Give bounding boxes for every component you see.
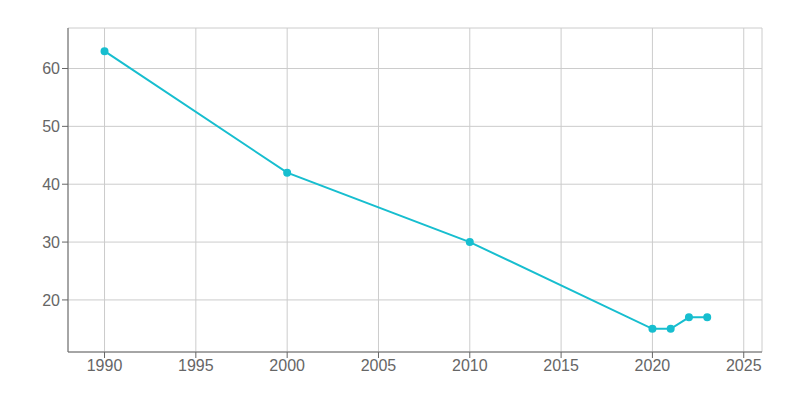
svg-text:20: 20	[42, 292, 60, 309]
svg-text:2000: 2000	[269, 357, 305, 374]
svg-text:1995: 1995	[178, 357, 214, 374]
svg-text:2025: 2025	[726, 357, 762, 374]
svg-text:40: 40	[42, 176, 60, 193]
svg-text:1990: 1990	[87, 357, 123, 374]
svg-text:50: 50	[42, 118, 60, 135]
svg-text:60: 60	[42, 60, 60, 77]
svg-text:2010: 2010	[452, 357, 488, 374]
svg-text:2005: 2005	[361, 357, 397, 374]
svg-text:2015: 2015	[543, 357, 579, 374]
svg-text:30: 30	[42, 234, 60, 251]
svg-text:2020: 2020	[635, 357, 671, 374]
